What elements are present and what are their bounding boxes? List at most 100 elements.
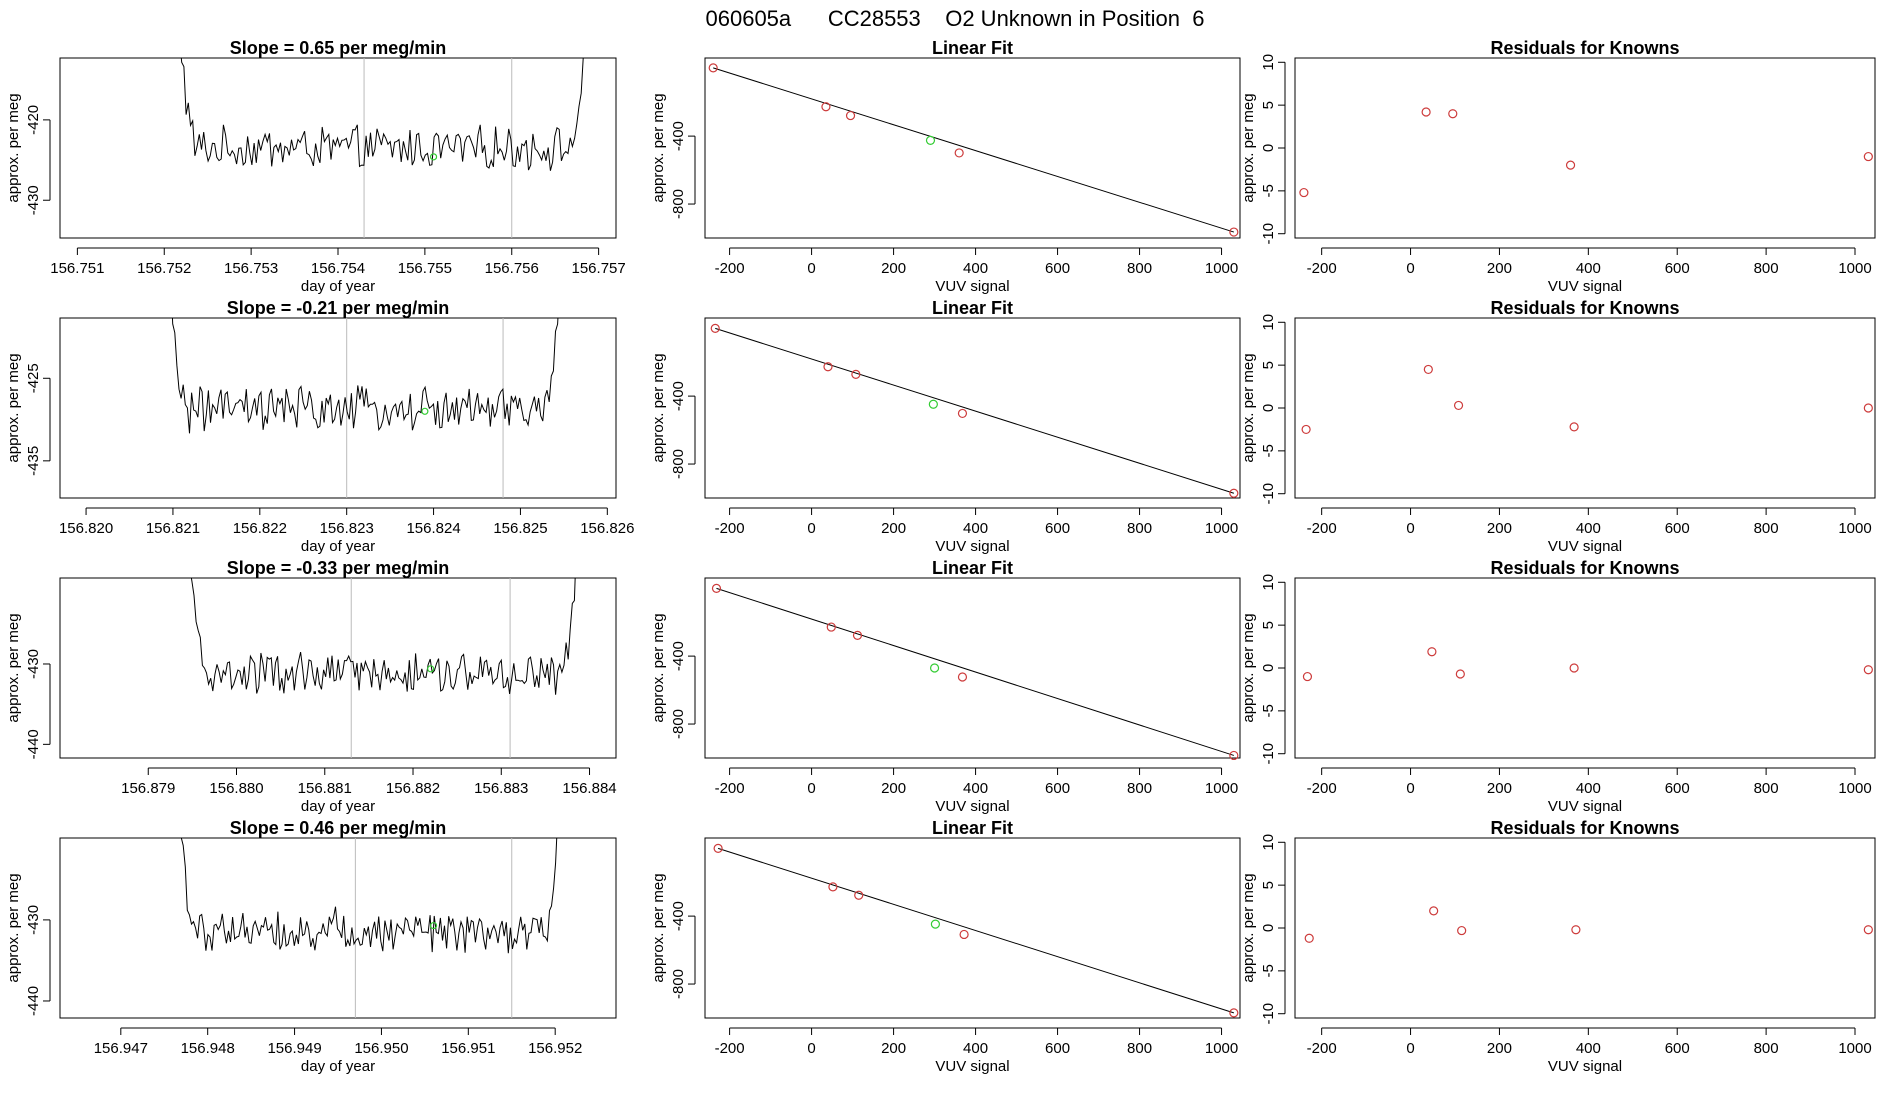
x-axis-label: day of year xyxy=(301,278,375,295)
x-tick-label: 156.751 xyxy=(50,260,104,277)
y-tick-label: -5 xyxy=(1260,964,1277,977)
x-tick-label: 800 xyxy=(1127,260,1152,277)
y-tick-label: -5 xyxy=(1260,184,1277,197)
panel-title: Residuals for Knowns xyxy=(1490,558,1679,578)
y-tick-label: 0 xyxy=(1260,664,1277,672)
x-tick-label: 156.753 xyxy=(224,260,278,277)
residual-point xyxy=(1304,933,1314,943)
y-tick-label: 10 xyxy=(1260,54,1277,71)
unknown-point xyxy=(429,153,438,161)
x-tick-label: -200 xyxy=(715,780,745,797)
y-tick-label: -5 xyxy=(1260,704,1277,717)
residual-point xyxy=(1569,663,1579,673)
y-tick-label: 5 xyxy=(1260,881,1277,889)
x-tick-label: 1000 xyxy=(1838,780,1871,797)
signal-trace xyxy=(171,318,559,434)
residual-point xyxy=(1427,647,1437,657)
y-tick-label: -10 xyxy=(1260,1003,1277,1025)
panel-linear_fit-4: Linear Fit -200 0 200 400 600 800 1000 VUV signa… xyxy=(650,818,1241,1075)
panel-title: Slope = 0.65 per meg/min xyxy=(230,38,447,58)
panel-linear_fit-3: Linear Fit -200 0 200 400 600 800 1000 VUV signa… xyxy=(650,558,1241,815)
x-tick-label: 800 xyxy=(1127,1040,1152,1057)
residual-point xyxy=(1448,109,1458,119)
y-axis-label: approx. per meg xyxy=(650,93,667,202)
x-axis-label: VUV signal xyxy=(1548,798,1622,815)
signal-trace xyxy=(180,838,558,954)
x-tick-label: 156.950 xyxy=(354,1040,408,1057)
y-tick-label: -800 xyxy=(670,189,687,219)
known-point xyxy=(852,630,863,640)
plot-frame xyxy=(1294,577,1876,759)
x-tick-label: -200 xyxy=(715,520,745,537)
residual-point xyxy=(1565,160,1576,170)
known-point xyxy=(1229,488,1239,498)
figure-title: 060605a CC28553 O2 Unknown in Position 6 xyxy=(706,6,1205,31)
known-point xyxy=(710,323,720,333)
x-tick-label: 800 xyxy=(1754,260,1779,277)
panel-title: Slope = -0.33 per meg/min xyxy=(227,558,450,578)
plot-frame xyxy=(704,577,1241,759)
x-axis-label: VUV signal xyxy=(935,538,1009,555)
x-tick-label: 156.822 xyxy=(233,520,287,537)
plot-frame xyxy=(59,57,617,239)
x-tick-label: 200 xyxy=(881,520,906,537)
x-tick-label: 600 xyxy=(1665,520,1690,537)
y-tick-label: -430 xyxy=(25,649,42,679)
residual-point xyxy=(1299,187,1309,198)
known-point xyxy=(957,408,968,419)
x-tick-label: 600 xyxy=(1045,1040,1070,1057)
plot-frame xyxy=(59,317,617,499)
residual-point xyxy=(1863,665,1873,675)
unknown-point xyxy=(429,921,438,930)
y-tick-label: -400 xyxy=(670,121,687,151)
plot-frame xyxy=(704,837,1241,1019)
y-axis-label: approx. per meg xyxy=(1240,873,1257,982)
residual-point xyxy=(1863,925,1873,935)
plot-frame xyxy=(704,57,1241,239)
y-tick-label: 5 xyxy=(1260,101,1277,109)
panel-title: Linear Fit xyxy=(932,38,1013,58)
x-tick-label: 156.949 xyxy=(267,1040,321,1057)
y-tick-label: -400 xyxy=(670,641,687,671)
residual-point xyxy=(1423,364,1433,375)
known-point xyxy=(1229,1008,1239,1018)
x-tick-label: 0 xyxy=(807,780,815,797)
panel-title: Linear Fit xyxy=(932,818,1013,838)
panel-timeseries-4: Slope = 0.46 per meg/min 156.947 156.948 15… xyxy=(5,818,617,1075)
x-axis-label: day of year xyxy=(301,1058,375,1075)
x-tick-label: 156.754 xyxy=(311,260,365,277)
plot-frame xyxy=(1294,57,1876,239)
x-tick-label: 156.947 xyxy=(94,1040,148,1057)
residual-point xyxy=(1571,925,1581,935)
unknown-point xyxy=(925,135,936,145)
x-tick-label: 156.825 xyxy=(493,520,547,537)
x-tick-label: 0 xyxy=(807,520,815,537)
panel-title: Slope = 0.46 per meg/min xyxy=(230,818,447,838)
y-axis-label: approx. per meg xyxy=(5,93,22,202)
known-point xyxy=(711,583,722,593)
x-tick-label: 400 xyxy=(1576,260,1601,277)
residual-point xyxy=(1301,424,1311,435)
y-axis-label: approx. per meg xyxy=(650,613,667,722)
x-tick-label: 800 xyxy=(1127,780,1152,797)
plot-frame xyxy=(59,837,617,1019)
residual-point xyxy=(1455,669,1465,679)
x-tick-label: -200 xyxy=(1307,260,1337,277)
x-tick-label: 400 xyxy=(1576,1040,1601,1057)
unknown-point xyxy=(427,665,435,673)
x-tick-label: 800 xyxy=(1754,520,1779,537)
x-tick-label: 1000 xyxy=(1838,520,1871,537)
y-tick-label: 10 xyxy=(1260,834,1277,851)
x-tick-label: 200 xyxy=(1487,780,1512,797)
panel-residuals-2: Residuals for Knowns-200 0 200 400 600 800 100… xyxy=(1240,298,1876,555)
x-tick-label: 0 xyxy=(1406,780,1414,797)
x-tick-label: 156.951 xyxy=(441,1040,495,1057)
x-tick-label: -200 xyxy=(715,260,745,277)
known-point xyxy=(854,890,864,900)
x-tick-label: 800 xyxy=(1754,780,1779,797)
panel-title: Residuals for Knowns xyxy=(1490,38,1679,58)
y-tick-label: 0 xyxy=(1260,144,1277,152)
x-axis-label: VUV signal xyxy=(1548,1058,1622,1075)
y-tick-label: 5 xyxy=(1260,621,1277,629)
